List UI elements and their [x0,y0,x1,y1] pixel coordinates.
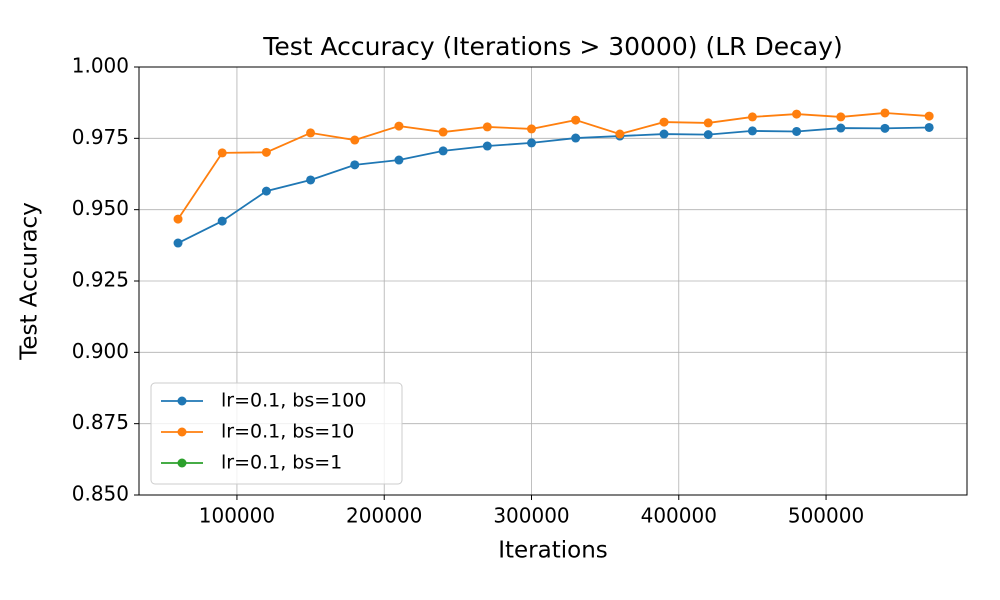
plot-frame [138,66,968,496]
y-tick-label: 0.975 [72,125,129,149]
x-axis-label: Iterations [498,538,608,564]
data-point [306,128,316,138]
legend-marker [177,427,187,437]
data-point [482,122,492,132]
data-point [747,112,757,122]
data-point [924,122,934,132]
data-point [261,147,271,157]
x-tick-label: 500000 [788,504,864,528]
data-point [571,115,581,125]
data-point [880,123,890,133]
data-point [350,135,360,145]
data-point [659,117,669,127]
y-tick-label: 0.900 [72,339,129,363]
y-tick-label: 0.925 [72,268,129,292]
x-tick-label: 200000 [346,504,422,528]
data-point [615,129,625,139]
legend-label: lr=0.1, bs=1 [221,452,342,474]
y-axis-label: Test Accuracy [17,202,43,361]
data-point [217,148,227,158]
data-point [792,109,802,119]
series-line [177,126,930,244]
x-tick-label: 100000 [199,504,275,528]
chart-title: Test Accuracy (Iterations > 30000) (LR D… [262,32,842,61]
data-point [747,126,757,136]
legend-box [150,382,403,485]
data-point [482,141,492,151]
x-tick-label: 400000 [641,504,717,528]
data-point [703,130,713,140]
data-point [703,118,713,128]
data-point [350,160,360,170]
data-point [792,126,802,136]
data-point [526,124,536,134]
data-point [880,108,890,118]
data-point [261,186,271,196]
y-tick-label: 0.950 [72,196,129,220]
data-point [659,129,669,139]
legend-marker [177,458,187,468]
data-point [394,155,404,165]
data-point [173,238,183,248]
legend-label: lr=0.1, bs=10 [221,421,354,443]
data-point [217,216,227,226]
data-point [526,138,536,148]
y-tick-label: 1.000 [72,54,129,78]
legend-marker [177,396,187,406]
data-point [394,121,404,131]
data-point [836,112,846,122]
legend-label: lr=0.1, bs=100 [221,390,366,412]
y-tick-label: 0.875 [72,410,129,434]
data-point [836,123,846,133]
data-point [173,214,183,224]
data-point [438,146,448,156]
y-tick-label: 0.850 [72,482,129,506]
data-point [438,127,448,137]
data-point [924,111,934,121]
data-point [571,133,581,143]
data-point [306,175,316,185]
series-line [177,112,930,220]
x-tick-label: 300000 [493,504,569,528]
